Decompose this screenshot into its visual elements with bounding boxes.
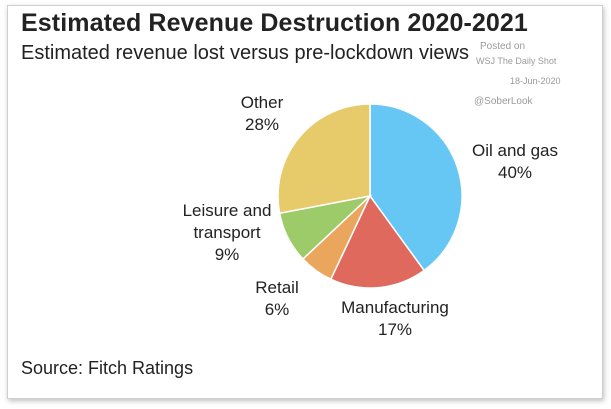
slice-label-retail: Retail 6% (255, 278, 298, 319)
slice-label-oil-and-gas: Oil and gas 40% (472, 141, 558, 182)
slice-name-label: Other (241, 93, 284, 112)
pie-slice-other (277, 103, 371, 215)
pie-slice-oil-and-gas (369, 103, 463, 272)
slice-name-label: Leisure and (183, 201, 272, 220)
pie-slice-manufacturing (329, 194, 426, 289)
chart-subtitle: Estimated revenue lost versus pre-lockdo… (21, 42, 469, 64)
slice-value-label: 28% (245, 115, 279, 134)
chart-title: Estimated Revenue Destruction 2020-2021 (21, 9, 528, 37)
watermark-posted-on: Posted on (480, 41, 526, 52)
slice-name-label: Retail (255, 278, 298, 297)
slice-name-label: transport (193, 223, 260, 242)
slice-value-label: 17% (378, 320, 412, 339)
slice-label-manufacturing: Manufacturing 17% (341, 298, 449, 339)
slice-label-other: Other 28% (241, 93, 284, 134)
source-note: Source: Fitch Ratings (21, 358, 194, 378)
slice-name-label: Manufacturing (341, 298, 449, 317)
slice-value-label: 6% (265, 300, 290, 319)
watermark-handle: @SoberLook (474, 96, 533, 107)
watermark-publication: WSJ The Daily Shot (476, 56, 557, 66)
slice-value-label: 40% (498, 163, 532, 182)
slice-label-leisure-and-transport: Leisure and transport 9% (183, 201, 272, 264)
slice-value-label: 9% (215, 245, 240, 264)
watermark-date: 18-Jun-2020 (510, 76, 561, 86)
slice-name-label: Oil and gas (472, 141, 558, 160)
